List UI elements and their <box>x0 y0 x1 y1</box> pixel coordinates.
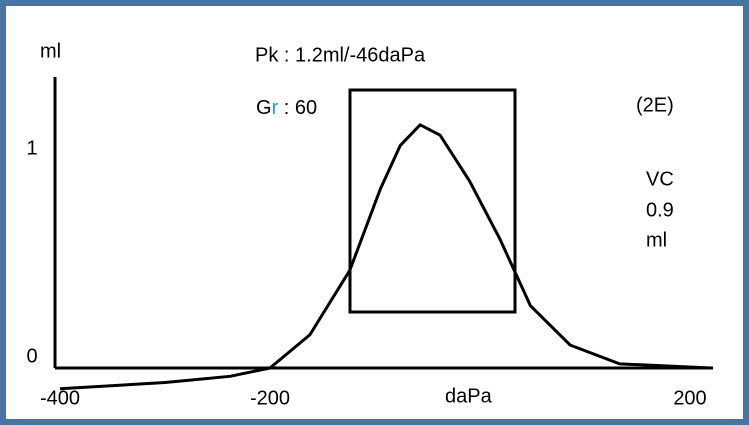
tolerance-box <box>348 88 517 314</box>
x-tick-label: 200 <box>673 387 706 409</box>
y-axis-label: ml <box>40 40 61 62</box>
gradient-part: r <box>272 97 279 119</box>
y-tick-label: 0 <box>26 345 37 367</box>
ear-note: (2E) <box>636 94 674 116</box>
vc-note: 0.9 <box>646 199 674 221</box>
y-tick-label: 1 <box>26 137 37 159</box>
vc-note: VC <box>646 168 674 190</box>
data-line <box>59 123 712 391</box>
gradient-note: Gr : 60 <box>256 97 317 119</box>
x-tick-label: -400 <box>40 387 80 409</box>
x-tick-label: -200 <box>250 387 290 409</box>
gradient-part: : 60 <box>278 97 317 119</box>
peak-note: Pk : 1.2ml/-46daPa <box>255 44 426 66</box>
gradient-part: G <box>256 97 272 119</box>
x-axis-label: daPa <box>445 385 493 407</box>
vc-note: ml <box>646 229 667 251</box>
